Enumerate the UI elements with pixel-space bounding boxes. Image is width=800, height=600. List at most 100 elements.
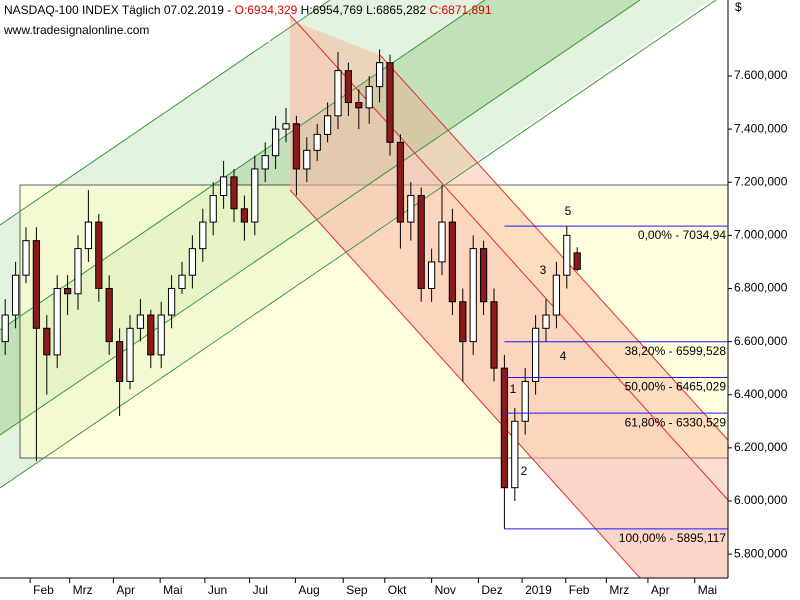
candle-body xyxy=(542,314,550,329)
x-tick-label: Mai xyxy=(163,583,182,597)
candle-body xyxy=(303,149,311,170)
candle-body xyxy=(511,420,519,489)
candle-body xyxy=(479,248,488,303)
candle-body xyxy=(74,248,82,295)
candle-body xyxy=(448,221,457,303)
wave-label: 1 xyxy=(510,382,517,396)
green-channel-outer xyxy=(0,0,728,488)
candle-body xyxy=(459,301,467,343)
candle-body xyxy=(438,221,446,263)
x-tick-label: Mrz xyxy=(609,583,629,597)
candle-body xyxy=(407,195,415,223)
candle-body xyxy=(115,341,124,382)
y-tick-label: 6.600,000 xyxy=(734,334,788,348)
wave-label: 5 xyxy=(565,204,572,218)
y-tick-label: 6.000,000 xyxy=(734,493,788,507)
title: NASDAQ-100 INDEX Täglich xyxy=(4,3,161,17)
green-line xyxy=(0,0,641,436)
candle-body xyxy=(53,287,61,356)
fib-label: 100,00% - 5895,117 xyxy=(619,531,727,545)
candle-body xyxy=(386,62,394,143)
quote-low: L:6865,282 xyxy=(366,3,426,17)
fib-label: 50,00% - 6465,029 xyxy=(625,380,727,394)
candle-body xyxy=(469,248,477,343)
candle-body xyxy=(63,287,72,295)
candle-body xyxy=(282,123,290,130)
x-tick-label: Sep xyxy=(346,583,368,597)
candle-body xyxy=(573,252,581,270)
candle-body xyxy=(230,176,238,210)
fib-label: 61,80% - 6330,529 xyxy=(625,415,727,429)
red-line xyxy=(289,14,729,501)
candle-body xyxy=(188,248,197,276)
wave-label: 3 xyxy=(540,263,547,277)
x-tick-label: Apr xyxy=(116,583,135,597)
candle-body xyxy=(521,380,529,422)
source: www.tradesignalonline.com xyxy=(3,23,149,37)
y-tick-label: 7.600,000 xyxy=(734,68,788,82)
x-tick-label: Dez xyxy=(481,583,502,597)
wave-label: 2 xyxy=(521,464,528,478)
candle-body xyxy=(240,208,249,223)
x-tick-label: Jun xyxy=(208,583,227,597)
y-tick-label: 7.400,000 xyxy=(734,121,788,135)
candle-body xyxy=(126,327,134,382)
candle-body xyxy=(178,274,186,289)
y-tick-label: 6.800,000 xyxy=(734,281,788,295)
candle-body xyxy=(375,62,384,88)
candle-body xyxy=(11,274,20,316)
candle-body xyxy=(219,176,228,196)
y-tick-label: 5.800,000 xyxy=(734,546,788,560)
x-tick-label: Apr xyxy=(651,583,670,597)
header-bg xyxy=(0,0,270,42)
red-line xyxy=(379,54,729,441)
candle-body xyxy=(396,141,405,223)
candle-body xyxy=(531,327,540,382)
candle-body xyxy=(490,301,498,369)
fib-label: 38,20% - 6599,528 xyxy=(625,344,727,358)
candle-body xyxy=(313,133,321,151)
candle-body xyxy=(136,314,145,329)
candle-body xyxy=(563,234,571,276)
candle-body xyxy=(427,261,436,289)
candle-body xyxy=(355,102,363,109)
y-tick-label: 7.200,000 xyxy=(734,174,788,188)
x-tick-label: Mrz xyxy=(73,583,93,597)
x-tick-label: Okt xyxy=(388,583,407,597)
candle-body xyxy=(323,115,332,135)
candle-body xyxy=(271,128,280,157)
candle-body xyxy=(84,221,93,250)
candle-body xyxy=(500,367,509,489)
candle-body xyxy=(1,314,9,343)
y-tick-label: 6.200,000 xyxy=(734,440,788,454)
x-tick-label: Nov xyxy=(435,583,456,597)
green-line xyxy=(0,0,331,226)
x-tick-label: Feb xyxy=(569,583,590,597)
x-tick-label: Mai xyxy=(698,583,717,597)
currency: $ xyxy=(735,0,742,14)
header: NASDAQ-100 INDEX Täglich 07.02.2019 - O:… xyxy=(4,3,492,17)
candle-body xyxy=(95,221,103,289)
y-tick-label: 6.400,000 xyxy=(734,387,788,401)
candle-body xyxy=(344,70,353,104)
candle-body xyxy=(261,155,269,170)
candle-body xyxy=(157,314,165,356)
candle-body xyxy=(167,287,176,316)
quote-open: O:6934,329 xyxy=(235,3,298,17)
candle-body xyxy=(32,240,41,329)
wave-label: 4 xyxy=(560,349,567,363)
red-line xyxy=(289,189,641,579)
candle-body xyxy=(22,240,30,276)
candle-body xyxy=(417,195,425,289)
quote-high: H:6954,769 xyxy=(301,3,363,17)
x-tick-label: 2019 xyxy=(525,583,552,597)
candle-body xyxy=(334,70,342,117)
candle-body xyxy=(292,123,301,170)
candle-body xyxy=(105,287,113,343)
fib-label: 0,00% - 7034,94 xyxy=(638,228,726,242)
candle-body xyxy=(43,327,51,356)
marks xyxy=(1,49,581,529)
y-tick-label: 7.000,000 xyxy=(734,228,788,242)
